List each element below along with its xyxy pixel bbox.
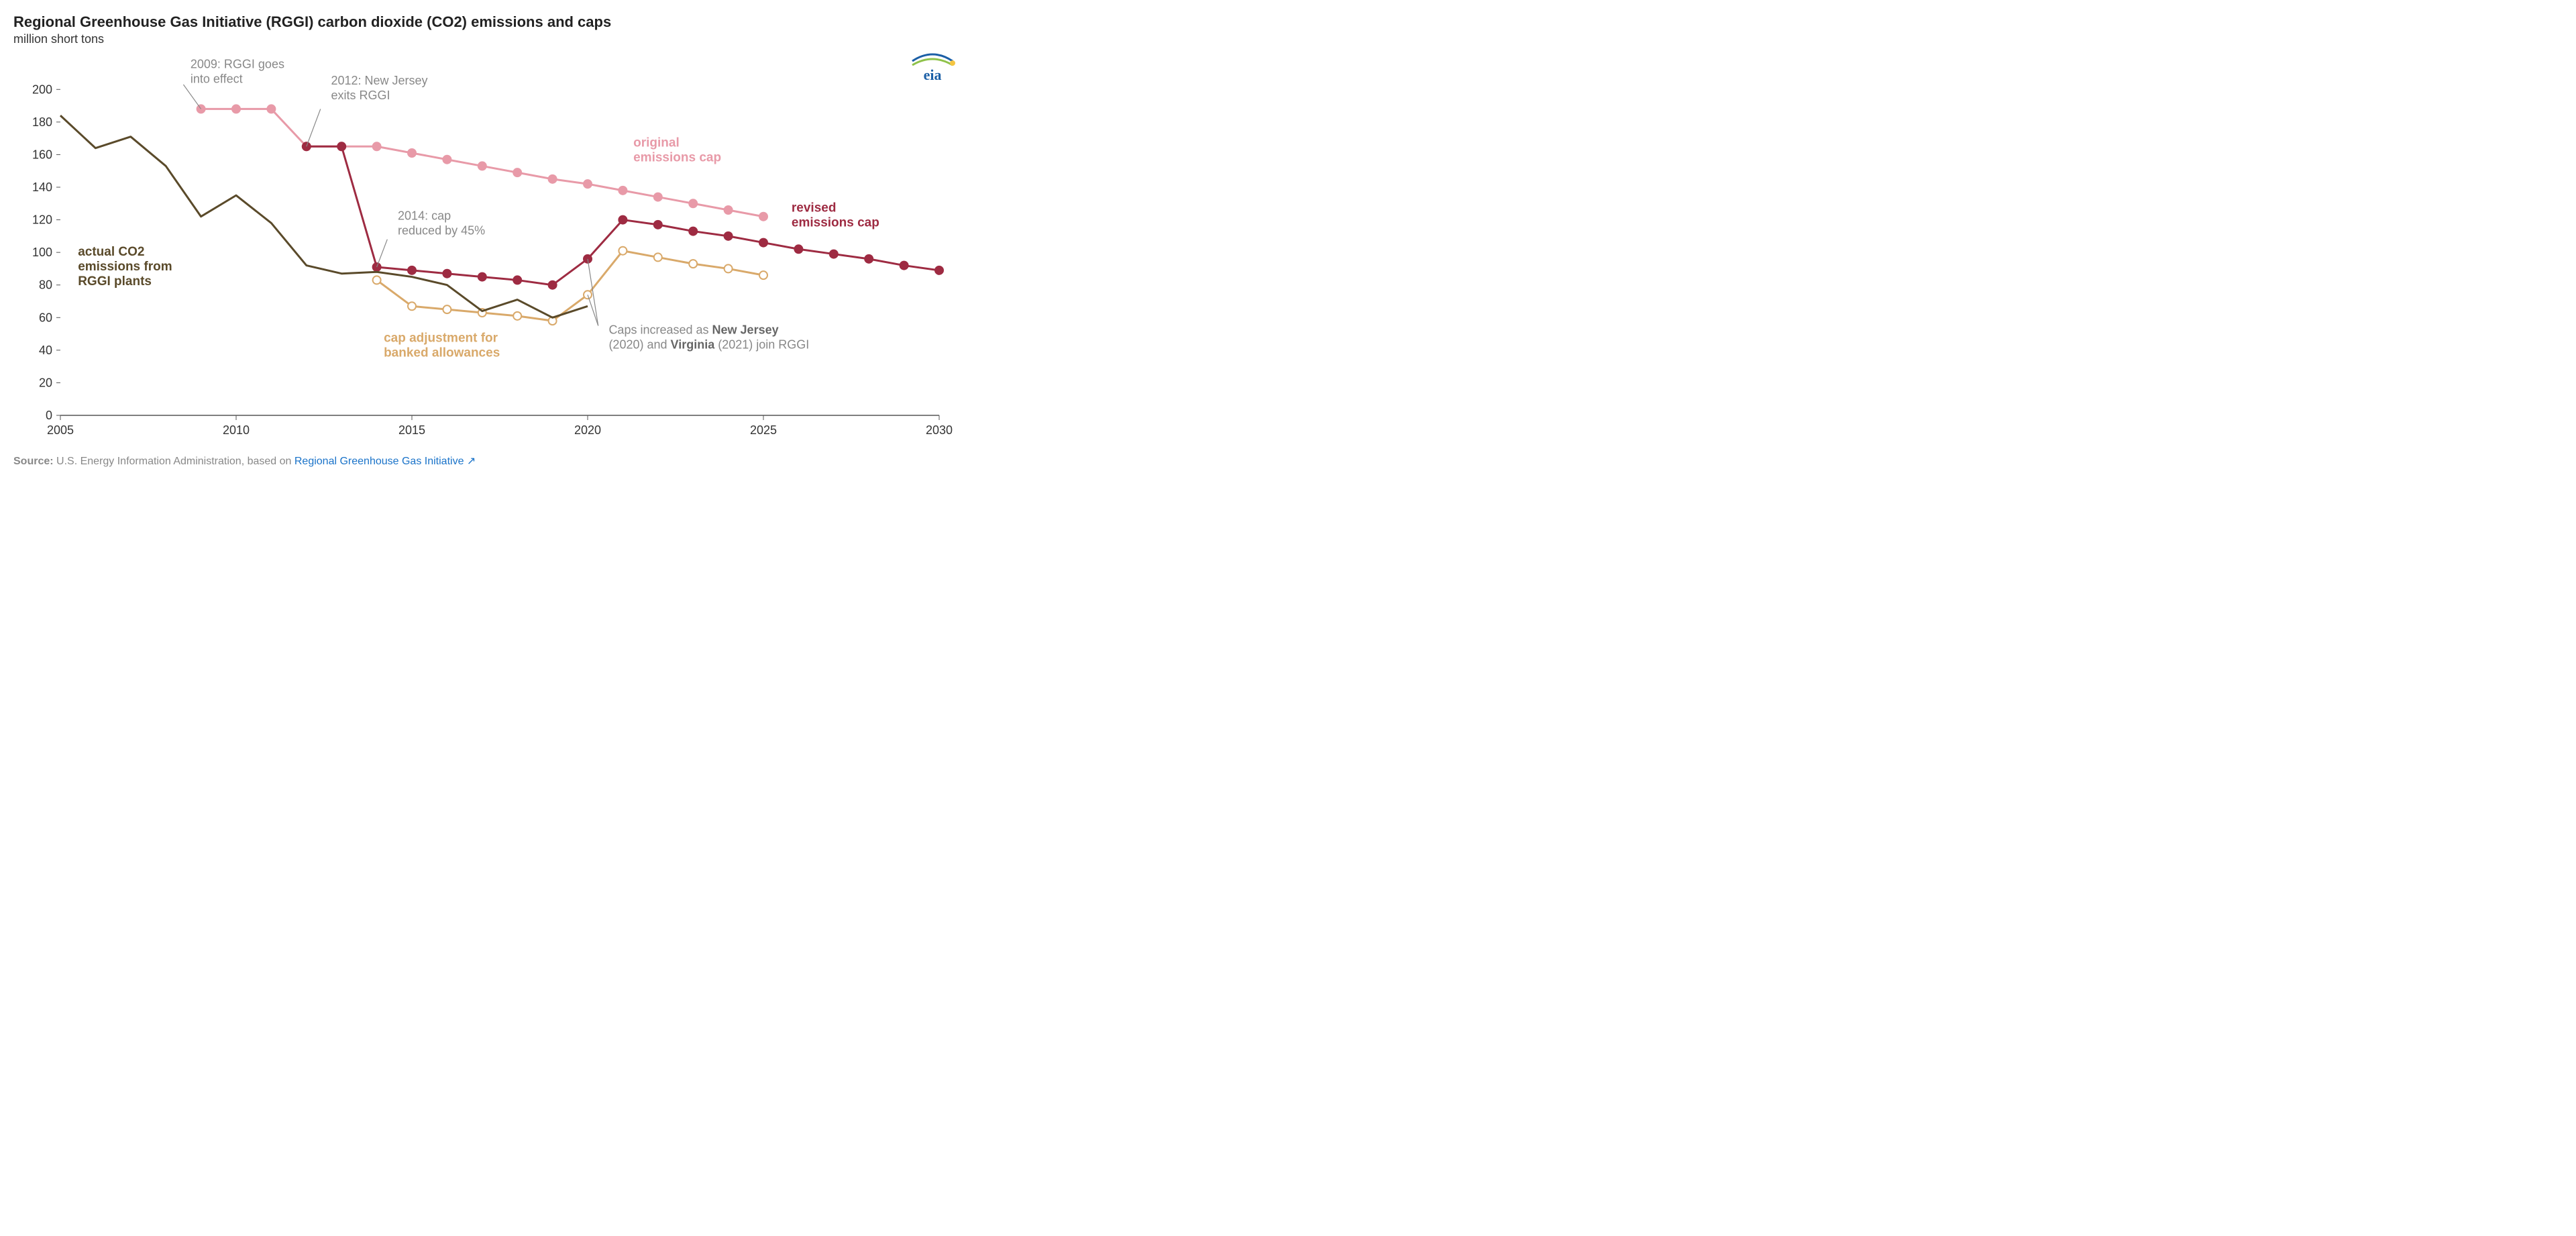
source-link[interactable]: Regional Greenhouse Gas Initiative ↗	[294, 456, 476, 467]
series-label: actual CO2emissions fromRGGI plants	[78, 245, 172, 289]
series-marker	[935, 266, 943, 274]
series-marker	[654, 221, 662, 229]
series-marker	[267, 105, 275, 113]
eia-logo: eia	[912, 54, 955, 83]
series-marker	[513, 168, 521, 176]
chart-subtitle: million short tons	[13, 32, 979, 46]
series-marker	[794, 245, 802, 253]
series-marker	[443, 305, 451, 313]
annotation: 2012: New Jerseyexits RGGI	[331, 74, 427, 102]
svg-text:200: 200	[32, 83, 52, 96]
series-marker	[759, 239, 767, 247]
series-marker	[337, 142, 345, 150]
series-marker	[584, 180, 592, 188]
svg-text:60: 60	[39, 311, 52, 324]
series-marker	[865, 255, 873, 263]
chart-container: Regional Greenhouse Gas Initiative (RGGI…	[13, 13, 979, 476]
series-marker	[654, 193, 662, 201]
svg-text:2005: 2005	[47, 423, 74, 437]
series-label: cap adjustment forbanked allowances	[384, 331, 500, 360]
svg-text:80: 80	[39, 278, 52, 292]
source-text: U.S. Energy Information Administration, …	[56, 456, 294, 467]
line-chart: 0 20 40 60 80 100 120 140 160 180 200 2005 2010 2015 2…	[13, 46, 979, 449]
svg-text:2010: 2010	[223, 423, 250, 437]
series-marker	[619, 187, 627, 195]
svg-text:100: 100	[32, 246, 52, 259]
series-marker	[654, 253, 662, 261]
svg-text:2015: 2015	[398, 423, 425, 437]
series-marker	[759, 271, 767, 279]
series-marker	[549, 175, 557, 183]
series-marker	[408, 266, 416, 274]
series-marker	[443, 270, 451, 278]
series-marker	[549, 281, 557, 289]
chart-title: Regional Greenhouse Gas Initiative (RGGI…	[13, 13, 979, 31]
svg-text:160: 160	[32, 148, 52, 161]
series-line	[377, 251, 763, 321]
svg-text:eia: eia	[924, 66, 942, 83]
svg-text:180: 180	[32, 115, 52, 129]
series-marker	[443, 156, 451, 164]
svg-text:40: 40	[39, 344, 52, 357]
svg-text:2025: 2025	[750, 423, 777, 437]
series-label: revisedemissions cap	[792, 201, 879, 229]
source-prefix: Source:	[13, 456, 56, 467]
series-marker	[513, 312, 521, 320]
series-marker	[478, 162, 486, 170]
series-marker	[724, 232, 733, 240]
series-marker	[900, 262, 908, 270]
series-marker	[478, 273, 486, 281]
annotation: Caps increased as New Jersey(2020) and V…	[608, 323, 809, 352]
series-marker	[724, 264, 733, 272]
series-marker	[759, 213, 767, 221]
series-label: originalemissions cap	[633, 136, 721, 164]
series-marker	[232, 105, 240, 113]
annotation: 2014: capreduced by 45%	[398, 209, 485, 238]
series-marker	[513, 276, 521, 284]
series-marker	[373, 142, 381, 150]
series-marker	[689, 227, 697, 236]
series-marker	[408, 149, 416, 157]
svg-text:2030: 2030	[926, 423, 953, 437]
svg-text:20: 20	[39, 376, 52, 389]
series-marker	[408, 302, 416, 310]
source-line: Source: U.S. Energy Information Administ…	[13, 454, 979, 468]
series-marker	[619, 247, 627, 255]
series-marker	[689, 260, 697, 268]
svg-text:0: 0	[46, 409, 52, 422]
series-marker	[619, 216, 627, 224]
series-marker	[830, 250, 838, 258]
series-marker	[689, 199, 697, 207]
annotation: 2009: RGGI goesinto effect	[191, 58, 284, 86]
svg-text:120: 120	[32, 213, 52, 227]
series-marker	[373, 276, 381, 284]
series-marker	[724, 206, 733, 214]
svg-text:140: 140	[32, 181, 52, 194]
svg-text:2020: 2020	[574, 423, 601, 437]
